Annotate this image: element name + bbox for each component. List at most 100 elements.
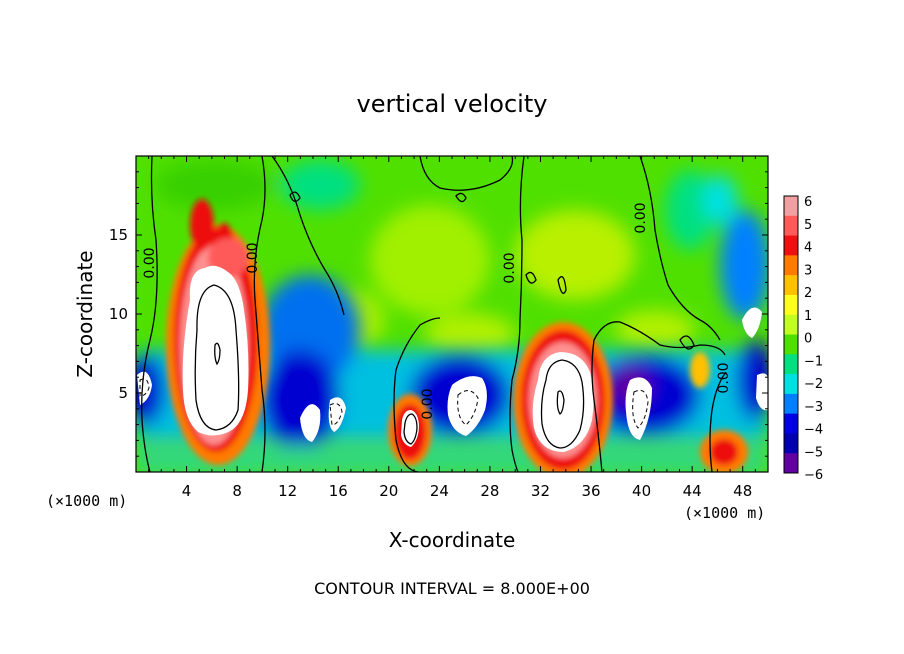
core-dry [447, 376, 487, 436]
positive-contour [194, 284, 240, 431]
x-tick-label: 28 [480, 482, 499, 500]
x-tick-label: 44 [683, 482, 702, 500]
contour-label: 0.00 [420, 388, 436, 419]
colorbar-label: 6 [804, 195, 812, 210]
x-tick-label: 32 [531, 482, 550, 500]
core-dry [742, 307, 762, 338]
field-blob [515, 210, 635, 300]
x-axis-label: X-coordinate [389, 528, 516, 552]
zero-contour [393, 317, 441, 472]
colorbar-label: 5 [804, 218, 812, 233]
core-dry [625, 377, 652, 440]
zero-contour [253, 156, 266, 472]
colorbar-swatch [784, 453, 798, 474]
colorbar-swatch [784, 354, 798, 375]
x-tick-label: 16 [329, 482, 348, 500]
core-dry [756, 373, 768, 411]
core-west [182, 265, 249, 436]
field-blob [665, 170, 715, 250]
field-blob [615, 310, 695, 350]
contour-label: 0.00 [502, 252, 518, 283]
field-blob [702, 175, 738, 225]
x-tick-label: 36 [581, 482, 600, 500]
y-tick-label: 10 [109, 305, 128, 323]
zero-contour [639, 156, 721, 341]
colorbar-label: −6 [804, 468, 823, 483]
colorbar-label: 0 [804, 332, 812, 347]
chart-title: vertical velocity [357, 90, 548, 118]
colorbar: 6 5 4 3 2 1 0 −1 −2 −3 −4 −5 −6 [783, 195, 823, 483]
colorbar-label: −5 [804, 445, 823, 460]
core-dry [328, 397, 346, 432]
contour-lines [141, 156, 727, 472]
small-contour [455, 192, 467, 203]
colorbar-swatch [784, 433, 798, 454]
colorbar-swatch [784, 393, 798, 415]
small-contour [289, 191, 301, 202]
zero-contour [509, 156, 525, 472]
colorbar-swatch [784, 275, 798, 296]
colorbar-label: −2 [804, 377, 823, 392]
contour-label: 0.00 [245, 242, 261, 273]
colorbar-label: 2 [804, 286, 812, 301]
field-blob [155, 160, 275, 210]
zero-contour [271, 156, 345, 316]
heatmap-field: 0.00 0.00 0.00 0.00 0.00 0.00 [136, 156, 768, 472]
field-blob [260, 350, 340, 450]
colorbar-swatch [784, 235, 798, 256]
positive-contour [540, 359, 585, 449]
core-dry [300, 404, 321, 442]
contour-label-group: 0.00 0.00 0.00 0.00 0.00 0.00 [142, 202, 732, 419]
saturated-cores [137, 265, 768, 452]
negative-contours [139, 378, 649, 429]
x-axis: 4 8 12 16 20 24 28 32 36 40 44 48 [148, 156, 756, 500]
field-blob [720, 210, 768, 320]
colorbar-label: 1 [804, 309, 812, 324]
x-unit-label-left: (×1000 m) [46, 492, 127, 510]
contour-label: 0.00 [142, 247, 158, 278]
zero-contour [141, 156, 158, 472]
negative-contour [632, 389, 649, 429]
contour-label: 0.00 [633, 202, 649, 233]
colorbar-swatch [784, 196, 798, 217]
colorbar-label: −4 [804, 423, 823, 438]
colorbar-swatch [784, 374, 798, 395]
small-contour [679, 335, 695, 350]
y-axis-label: Z-coordinate [73, 250, 97, 377]
zero-contour [419, 156, 514, 191]
colorbar-swatch [784, 314, 798, 335]
x-tick-label: 40 [632, 482, 651, 500]
y-tick-label: 15 [109, 226, 128, 244]
contour-label: 0.00 [716, 362, 732, 393]
y-axis: 5 10 15 [109, 171, 768, 457]
colorbar-swatch [784, 334, 798, 355]
updraft-red [710, 439, 738, 465]
x-tick-label: 20 [379, 482, 398, 500]
updraft-yellow [690, 352, 710, 388]
x-unit-label-right: (×1000 m) [684, 504, 765, 522]
core-central [532, 352, 594, 452]
colorbar-label: −3 [804, 400, 823, 415]
max-contour [214, 342, 221, 366]
updraft-top [190, 199, 214, 251]
colorbar-label: 3 [804, 263, 812, 278]
colorbar-swatch [784, 294, 798, 316]
max-contour [556, 390, 565, 415]
x-tick-label: 12 [278, 482, 297, 500]
colorbar-label: −1 [804, 354, 823, 369]
x-tick-label: 48 [733, 482, 752, 500]
x-tick-label: 24 [430, 482, 449, 500]
field-blob [425, 313, 515, 357]
zero-contour [709, 371, 727, 472]
colorbar-swatch [784, 413, 798, 434]
colorbar-frame [783, 195, 799, 474]
field-blob [280, 160, 360, 210]
field-blob [370, 205, 490, 315]
negative-contour [139, 378, 150, 397]
small-contour [557, 276, 567, 294]
contour-interval-note: CONTOUR INTERVAL = 8.000E+00 [314, 579, 590, 598]
small-contour [525, 271, 537, 284]
zero-contour [591, 321, 726, 472]
x-tick-label: 8 [232, 482, 242, 500]
